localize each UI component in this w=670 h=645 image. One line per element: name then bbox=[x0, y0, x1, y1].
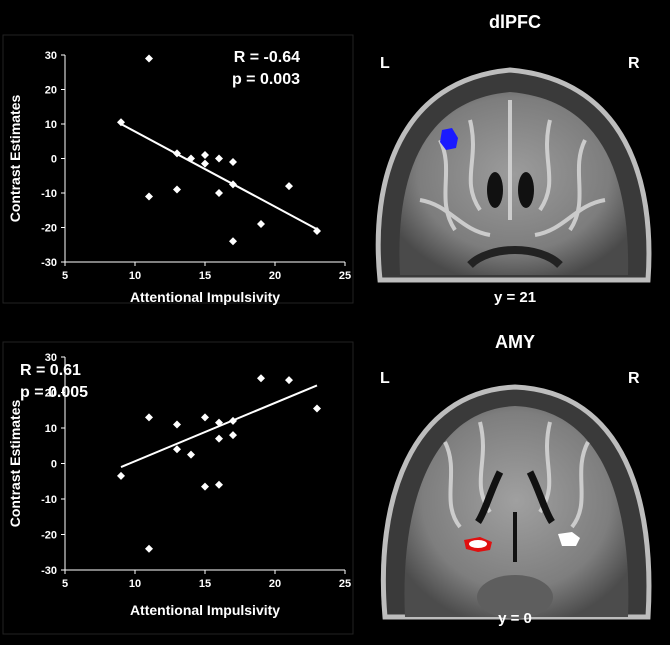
data-point bbox=[229, 237, 237, 246]
data-point bbox=[173, 445, 181, 454]
data-point bbox=[229, 416, 237, 425]
p-value: p = 0.005 bbox=[20, 384, 88, 401]
ventricle-left bbox=[487, 172, 503, 208]
brain-slice-image bbox=[375, 67, 652, 283]
x-axis-label: Attentional Impulsivity bbox=[130, 289, 280, 305]
y-tick-label: -30 bbox=[41, 257, 57, 269]
data-point bbox=[173, 185, 181, 194]
roi-dlpfc bbox=[440, 128, 458, 150]
data-point bbox=[145, 54, 153, 63]
data-point bbox=[145, 544, 153, 553]
data-point bbox=[187, 154, 195, 163]
data-point bbox=[145, 413, 153, 422]
x-tick-label: 25 bbox=[339, 578, 351, 590]
brain-panel-dlpfc: dlPFC L R y = 21 bbox=[360, 0, 670, 320]
y-tick-label: 30 bbox=[45, 50, 57, 62]
ventricles bbox=[475, 470, 555, 525]
right-label: R bbox=[628, 55, 640, 72]
scatter-panel-top: 30 20 10 0 -10 -20 -30 5 10 15 20 25 Attentional Imp… bbox=[0, 0, 360, 305]
correlation-r: R = -0.64 bbox=[234, 49, 300, 66]
brain-panel-amy: AMY L R y = 0 bbox=[360, 322, 670, 643]
correlation-r: R = 0.61 bbox=[20, 362, 81, 379]
data-point bbox=[215, 480, 223, 489]
data-point bbox=[215, 189, 223, 197]
y-tick-label: 0 bbox=[51, 459, 57, 471]
data-point bbox=[117, 471, 125, 480]
y-tick-label: 10 bbox=[45, 119, 57, 131]
x-axis-label: Attentional Impulsivity bbox=[130, 602, 280, 618]
slice-label: y = 21 bbox=[493, 289, 537, 306]
roi-amygdala-right bbox=[558, 532, 580, 546]
data-point bbox=[201, 159, 209, 168]
data-point bbox=[313, 226, 321, 235]
y-axis-label: Contrast Estimates bbox=[7, 94, 23, 222]
roi-amygdala-left-white bbox=[469, 540, 487, 548]
data-point bbox=[257, 374, 265, 383]
x-tick-label: 10 bbox=[129, 578, 141, 590]
data-point bbox=[201, 413, 209, 422]
y-axis-label: Contrast Estimates bbox=[7, 399, 23, 527]
ventricle-right bbox=[518, 172, 534, 208]
y-tick-label: 30 bbox=[45, 352, 57, 364]
scatter-chart-bottom: 30 20 10 0 -10 -20 -30 5 10 15 20 25 Attentional Imp… bbox=[2, 341, 354, 635]
left-label: L bbox=[380, 55, 390, 72]
data-point bbox=[145, 192, 153, 201]
p-value: p = 0.003 bbox=[232, 71, 300, 88]
brain-tissue bbox=[404, 406, 629, 617]
data-point bbox=[201, 151, 209, 160]
y-tick-label: -30 bbox=[41, 565, 57, 577]
data-point bbox=[117, 118, 125, 127]
y-tick-label: 20 bbox=[45, 85, 57, 97]
slice-label: y = 0 bbox=[498, 610, 532, 627]
data-point bbox=[201, 482, 209, 491]
data-point bbox=[229, 157, 237, 166]
x-tick-label: 5 bbox=[62, 270, 68, 282]
chart-frame bbox=[2, 341, 354, 635]
x-tick-label: 20 bbox=[269, 578, 281, 590]
data-point bbox=[173, 420, 181, 429]
data-point bbox=[257, 220, 265, 229]
data-point bbox=[229, 180, 237, 189]
y-tick-label: -10 bbox=[41, 188, 57, 200]
data-point bbox=[173, 149, 181, 158]
data-point bbox=[313, 404, 321, 413]
y-tick-label: 0 bbox=[51, 154, 57, 166]
data-point bbox=[215, 154, 223, 163]
y-tick-label: -20 bbox=[41, 530, 57, 542]
x-tick-label: 15 bbox=[199, 578, 211, 590]
x-tick-label: 20 bbox=[269, 270, 281, 282]
x-tick-label: 25 bbox=[339, 270, 351, 282]
data-point bbox=[215, 418, 223, 427]
brain-title: dlPFC bbox=[489, 12, 541, 32]
brain-title: AMY bbox=[495, 332, 535, 352]
x-tick-label: 10 bbox=[129, 270, 141, 282]
data-point bbox=[285, 182, 293, 191]
scatter-panel-bottom: 30 20 10 0 -10 -20 -30 5 10 15 20 25 Attentional Imp… bbox=[0, 330, 360, 640]
left-label: L bbox=[380, 370, 390, 387]
right-label: R bbox=[628, 370, 640, 387]
chart-frame bbox=[2, 34, 354, 304]
data-point bbox=[285, 376, 293, 385]
data-point bbox=[187, 450, 195, 459]
y-tick-label: -20 bbox=[41, 223, 57, 235]
x-tick-label: 15 bbox=[199, 270, 211, 282]
y-tick-label: 10 bbox=[45, 423, 57, 435]
brain-slice-image bbox=[380, 384, 652, 620]
regression-line bbox=[120, 123, 318, 231]
data-point bbox=[215, 434, 223, 443]
y-tick-label: 20 bbox=[45, 388, 57, 400]
x-tick-label: 5 bbox=[62, 578, 68, 590]
y-tick-label: -10 bbox=[41, 494, 57, 506]
scatter-chart-top: 30 20 10 0 -10 -20 -30 5 10 15 20 25 Attentional Imp… bbox=[2, 34, 354, 305]
data-point bbox=[229, 431, 237, 440]
